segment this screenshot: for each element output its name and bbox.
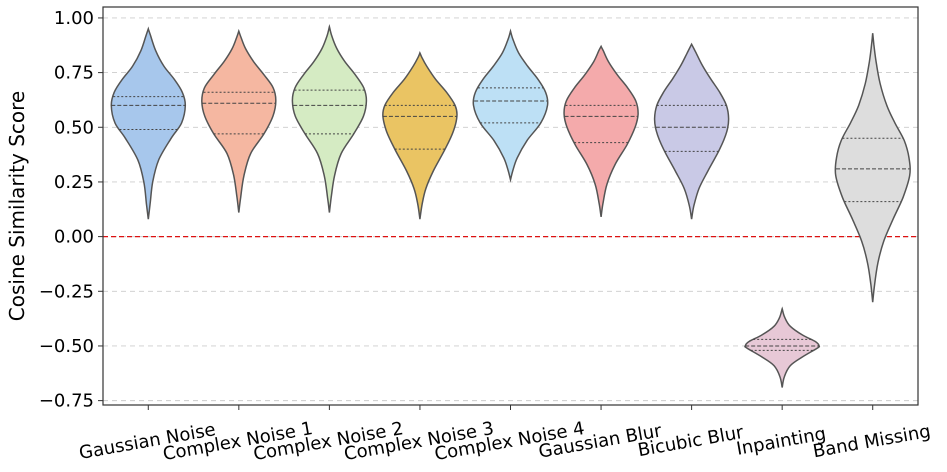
violin-body xyxy=(834,33,911,303)
violins xyxy=(110,23,911,388)
violin-body xyxy=(382,51,458,220)
y-axis-label: Cosine Similarity Score xyxy=(5,91,29,321)
y-tick-label: −0.75 xyxy=(39,391,94,412)
violin-body xyxy=(744,306,821,388)
violin-body xyxy=(291,23,368,213)
y-tick-label: 0.00 xyxy=(54,227,94,248)
violin-body xyxy=(563,44,639,218)
y-tick-label: −0.25 xyxy=(39,281,94,302)
y-axis: 1.00 0.75 0.50 0.25 0.00 −0.25 −0.50 −0.75 xyxy=(39,8,103,412)
violin-body xyxy=(472,28,549,183)
violin-body xyxy=(653,42,730,220)
y-tick-label: −0.50 xyxy=(39,336,94,357)
violin-body xyxy=(201,28,277,213)
y-tick-label: 0.75 xyxy=(54,63,94,84)
x-tick-label: Band Missing xyxy=(811,421,932,462)
y-tick-label: 0.25 xyxy=(54,172,94,193)
y-tick-label: 1.00 xyxy=(54,8,94,29)
y-tick-label: 0.50 xyxy=(54,117,94,138)
violin-body xyxy=(110,26,187,220)
